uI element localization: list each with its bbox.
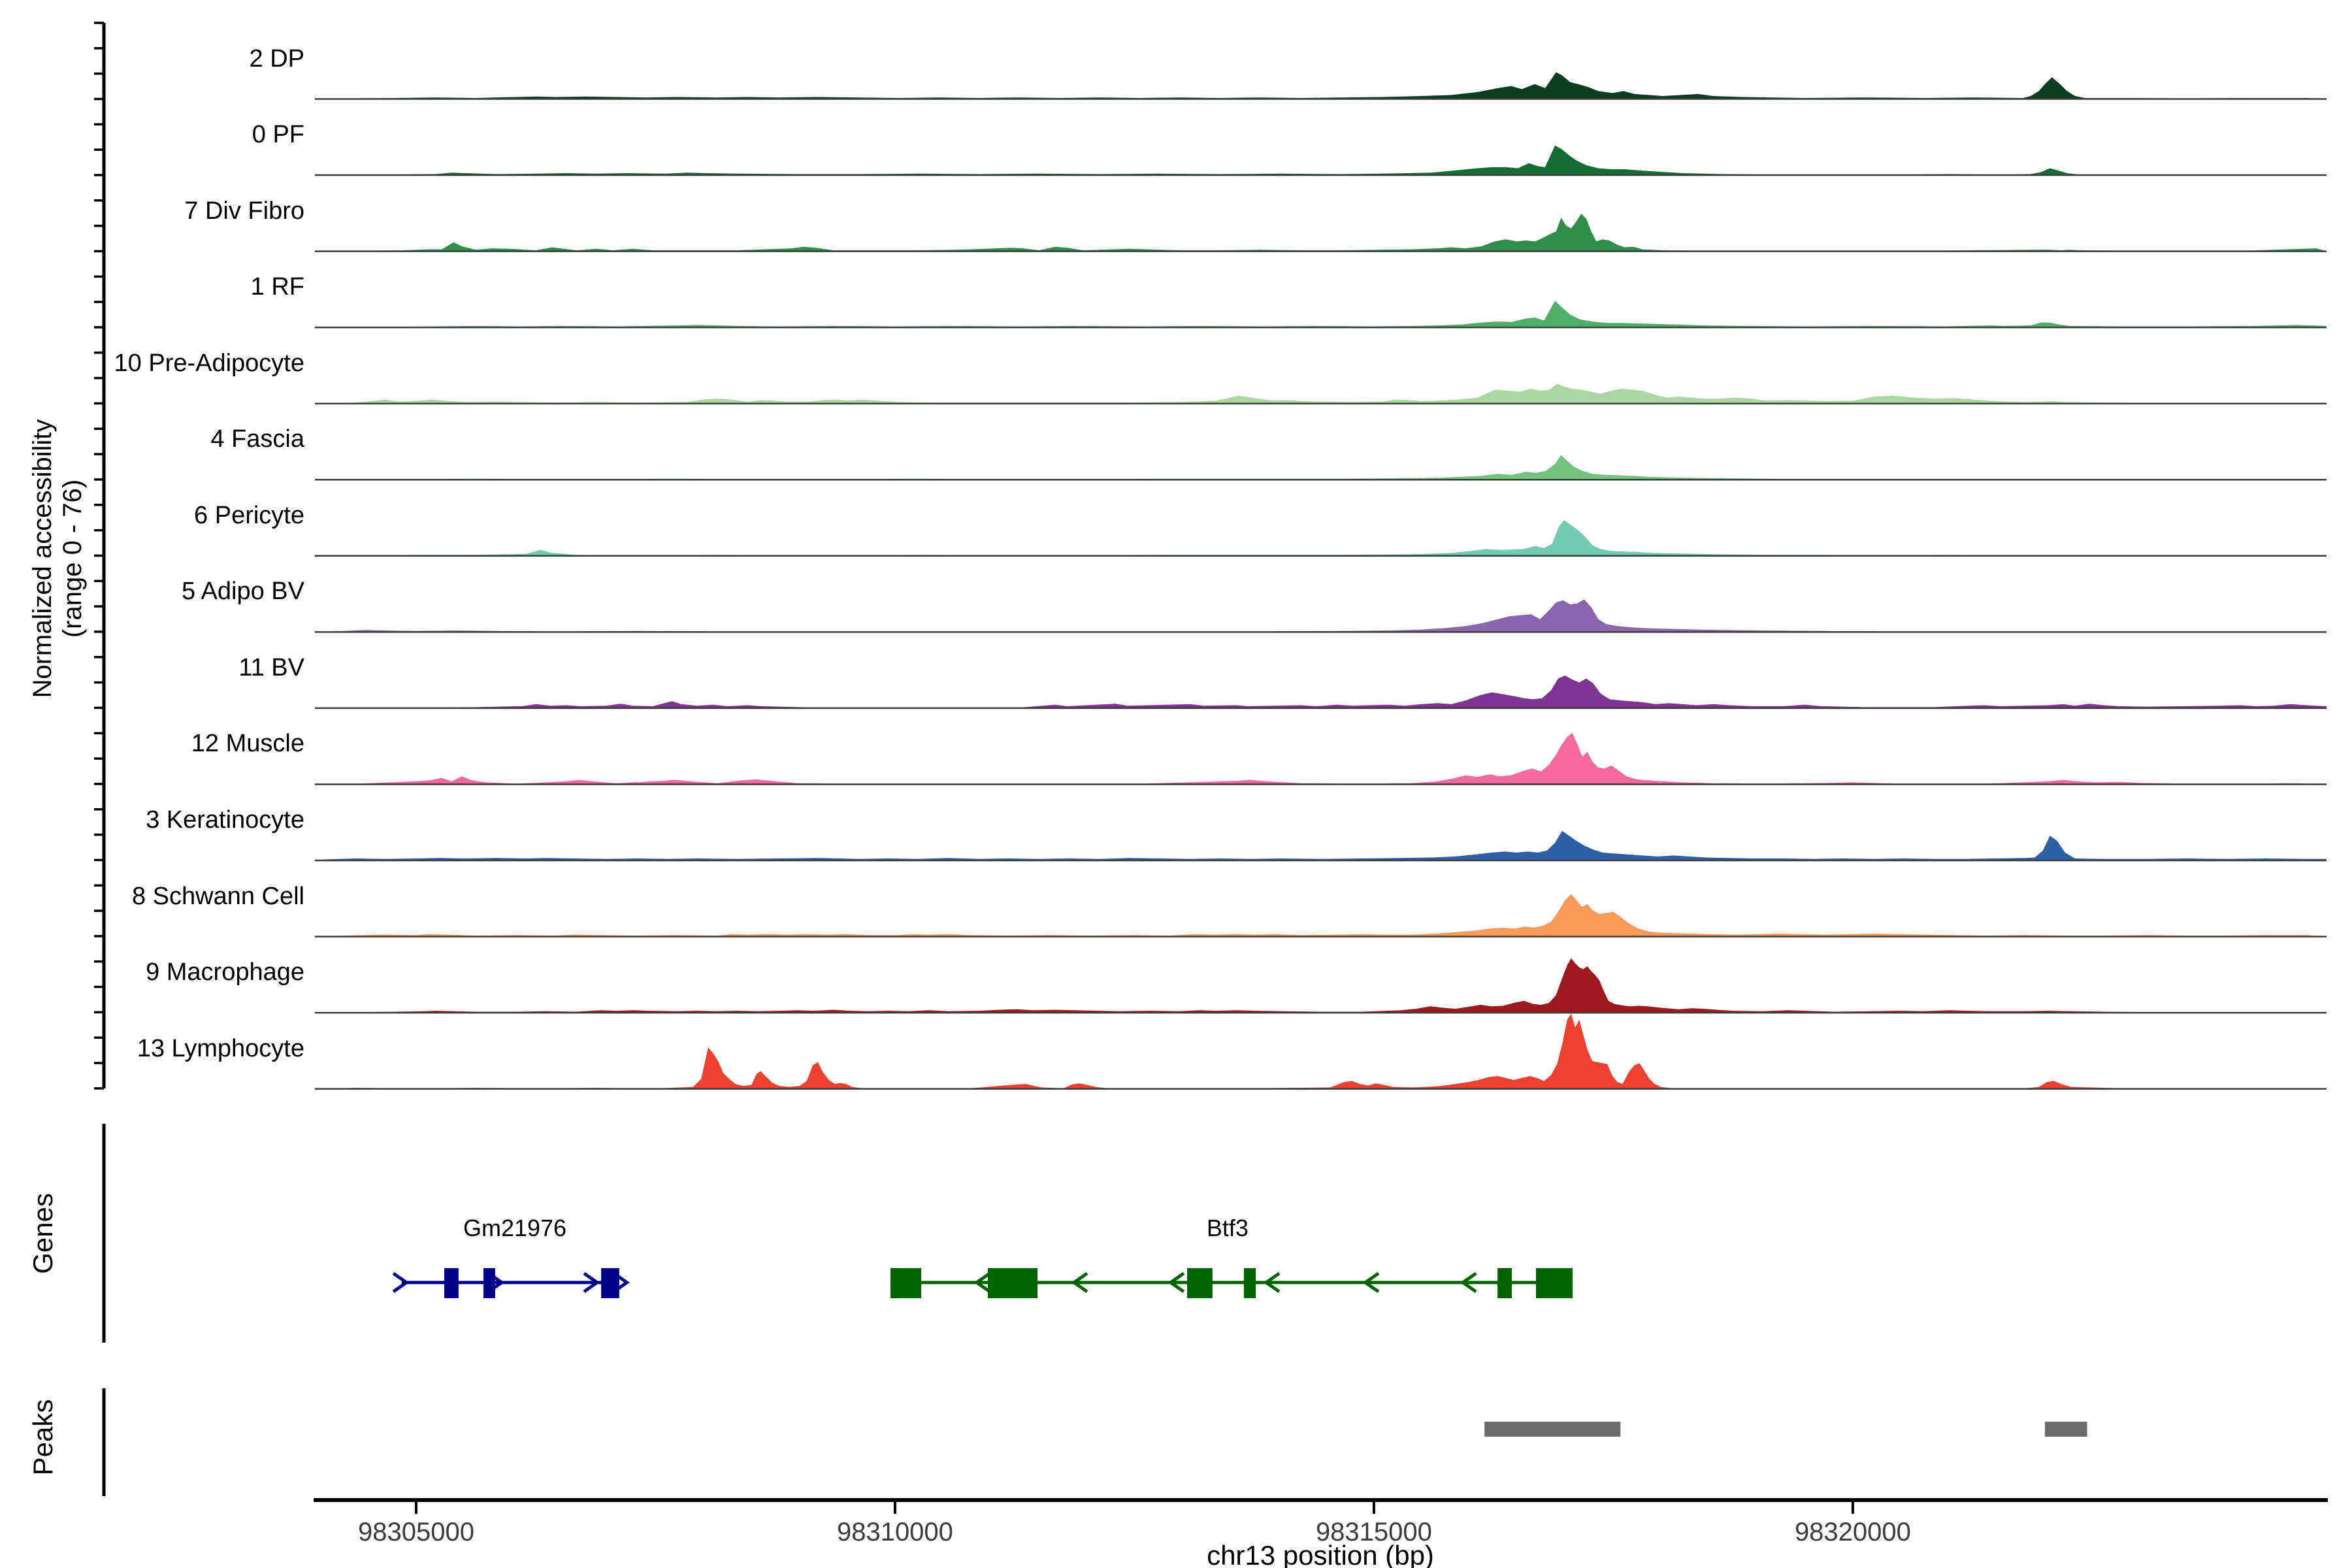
track-label-11-bv: 11 BV (238, 653, 304, 681)
y-axis-label-line2: (range 0 - 76) (58, 479, 87, 638)
track-signal-12-muscle (315, 732, 2327, 785)
track-signal-0-pf (315, 145, 2327, 176)
x-tick-label-98315000: 98315000 (1315, 1518, 1432, 1546)
gene-exon-btf3 (1243, 1268, 1256, 1298)
track-label-10-pre-adipocyte: 10 Pre-Adipocyte (114, 349, 305, 377)
gene-label-btf3: Btf3 (1206, 1215, 1249, 1241)
gene-exon-btf3 (890, 1268, 922, 1298)
gene-exon-gm21976 (444, 1268, 459, 1298)
peak-bar-2 (2044, 1422, 2087, 1437)
x-tick-label-98310000: 98310000 (836, 1518, 953, 1546)
track-label-2-dp: 2 DP (249, 44, 304, 73)
gene-strand-arrow-btf3 (1071, 1271, 1088, 1294)
gene-strand-arrow-gm21976 (392, 1271, 410, 1294)
track-label-5-adipo-bv: 5 Adipo BV (181, 578, 304, 606)
gene-exon-gm21976 (601, 1268, 619, 1298)
track-label-12-muscle: 12 Muscle (191, 730, 304, 758)
gene-exon-gm21976 (483, 1268, 495, 1298)
track-signal-9-macrophage (315, 958, 2327, 1013)
genes-section-label: Genes (27, 1193, 58, 1274)
y-axis-label: Normalized accessibility (range 0 - 76) (27, 330, 88, 787)
gene-exon-btf3 (1187, 1268, 1213, 1298)
track-label-1-rf: 1 RF (250, 273, 304, 301)
y-axis-label-line1: Normalized accessibility (28, 419, 57, 698)
track-signal-5-adipo-bv (315, 599, 2327, 632)
track-signal-6-pericyte (315, 520, 2327, 556)
track-label-6-pericyte: 6 Pericyte (194, 501, 304, 529)
gene-label-gm21976: Gm21976 (463, 1215, 567, 1241)
track-signal-3-keratinocyte (315, 830, 2327, 860)
track-label-8-schwann-cell: 8 Schwann Cell (131, 882, 304, 910)
track-signal-10-pre-adipocyte (315, 384, 2327, 404)
gene-strand-arrow-btf3 (973, 1271, 991, 1294)
peak-bar-1 (1484, 1422, 1621, 1437)
gene-strand-arrow-btf3 (1362, 1271, 1380, 1294)
gene-strand-arrow-btf3 (1168, 1271, 1185, 1294)
track-label-7-div-fibro: 7 Div Fibro (184, 197, 304, 225)
track-signal-4-fascia (315, 455, 2327, 480)
track-label-0-pf: 0 PF (252, 121, 304, 149)
gene-exon-btf3 (1497, 1268, 1512, 1298)
track-signal-7-div-fibro (315, 214, 2327, 252)
x-axis-title: chr13 position (bp) (1207, 1540, 1434, 1568)
track-label-13-lymphocyte: 13 Lymphocyte (137, 1034, 304, 1062)
track-signal-11-bv (315, 676, 2327, 708)
track-signal-2-dp (315, 72, 2327, 99)
track-label-4-fascia: 4 Fascia (210, 425, 304, 453)
gene-exon-btf3 (1535, 1268, 1573, 1298)
gene-exon-btf3 (987, 1268, 1037, 1298)
track-signal-8-schwann-cell (315, 894, 2327, 937)
track-label-9-macrophage: 9 Macrophage (146, 958, 304, 987)
track-signal-1-rf (315, 301, 2327, 328)
gene-strand-arrow-gm21976 (583, 1271, 600, 1294)
x-tick-label-98305000: 98305000 (357, 1518, 474, 1546)
peaks-section-label: Peaks (27, 1399, 58, 1476)
x-tick-label-98320000: 98320000 (1794, 1518, 1911, 1546)
gene-strand-arrow-btf3 (1460, 1271, 1477, 1294)
track-signal-13-lymphocyte (315, 1013, 2327, 1089)
gene-strand-arrow-btf3 (1263, 1271, 1281, 1294)
track-label-3-keratinocyte: 3 Keratinocyte (146, 806, 304, 834)
